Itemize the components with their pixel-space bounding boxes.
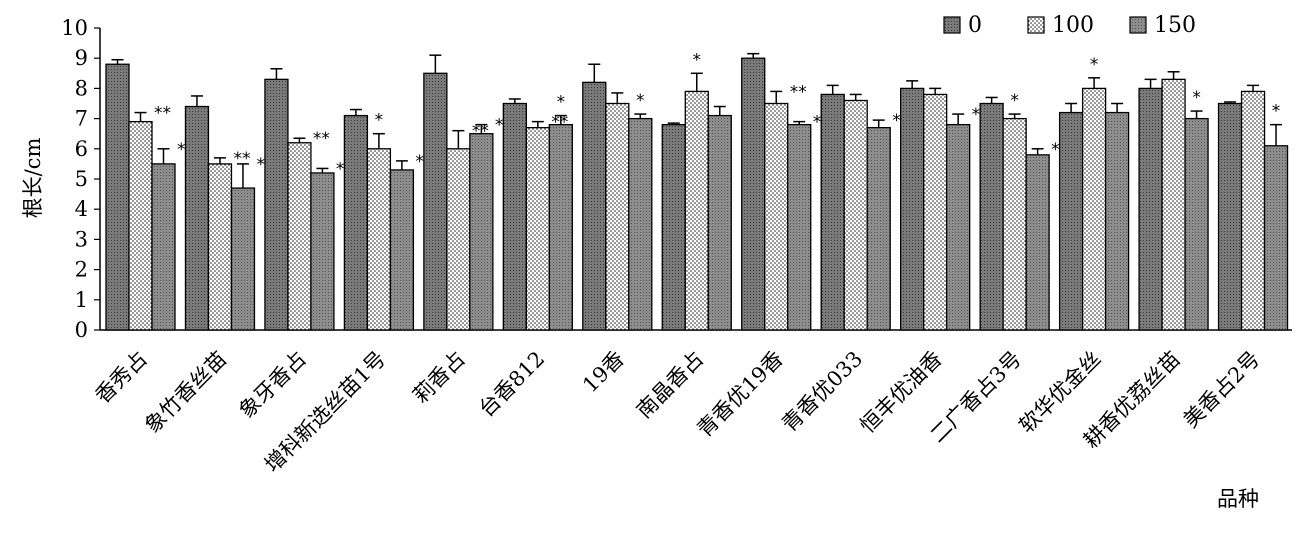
bar	[979, 102, 1004, 331]
x-tick-label: 台香812	[474, 347, 549, 422]
bar	[423, 72, 448, 331]
legend-label: 0	[968, 13, 982, 38]
legend-swatch	[1129, 16, 1147, 34]
bar	[207, 163, 233, 331]
y-tick-label: 1	[75, 288, 88, 312]
y-axis-label: 根长/cm	[21, 138, 45, 219]
x-tick-label: 香秀占	[91, 347, 153, 409]
bar	[105, 63, 130, 331]
y-tick-label: 9	[75, 46, 88, 70]
bar	[446, 148, 471, 331]
significance-label: *	[693, 50, 702, 70]
x-tick-label: 象牙香占	[235, 347, 311, 423]
bar	[900, 87, 925, 331]
plot-area: 012345678910****香秀占****象竹香丝苗****象牙香占***增…	[61, 16, 1292, 477]
bar	[469, 133, 494, 331]
bar	[1263, 145, 1289, 331]
bar	[1002, 117, 1027, 331]
bar	[1217, 102, 1243, 331]
legend-swatch	[1027, 16, 1045, 34]
bar	[582, 81, 607, 331]
x-tick-label: 青香优033	[777, 347, 867, 437]
bar	[1081, 87, 1107, 331]
bar	[661, 123, 686, 331]
significance-label: *	[375, 111, 384, 131]
significance-label: **	[313, 129, 330, 149]
y-tick-label: 8	[75, 76, 88, 100]
x-tick-label: 美香占2号	[1179, 347, 1265, 433]
legend-swatch	[943, 16, 961, 34]
bar	[366, 148, 392, 331]
bar	[287, 142, 312, 331]
bar	[151, 163, 176, 331]
bar	[787, 123, 812, 331]
bar	[310, 172, 335, 331]
legend-label: 100	[1052, 13, 1094, 38]
bar	[1025, 154, 1050, 331]
bar	[230, 187, 256, 331]
bar	[1240, 90, 1266, 331]
bar	[843, 99, 868, 331]
y-tick-label: 5	[75, 167, 88, 191]
y-tick-label: 6	[75, 137, 88, 161]
x-axis-label: 品种	[1217, 487, 1259, 511]
significance-label: *	[557, 93, 566, 113]
bar	[1161, 78, 1186, 331]
bar	[866, 127, 891, 331]
bar	[502, 102, 527, 331]
legend-label: 150	[1154, 13, 1196, 38]
significance-label: **	[154, 104, 171, 124]
bar	[128, 120, 153, 331]
bar	[605, 102, 630, 331]
bar	[264, 78, 289, 331]
significance-label: *	[1272, 102, 1281, 122]
y-tick-label: 7	[75, 107, 88, 131]
significance-label: *	[636, 91, 645, 111]
legend: 0 100 150	[943, 13, 1196, 38]
x-tick-label: 19香	[578, 347, 629, 398]
significance-label: *	[1090, 55, 1099, 75]
significance-label: *	[1192, 88, 1201, 108]
x-tick-label: 南晶香占	[632, 347, 708, 423]
bar	[1104, 111, 1130, 331]
x-tick-label: 象竹香丝苗	[140, 347, 231, 438]
bar	[628, 117, 653, 331]
bar	[820, 93, 845, 331]
x-tick-label: 莉香占	[408, 347, 470, 409]
x-tick-label: 青香优19香	[692, 347, 787, 442]
bar	[741, 57, 766, 331]
y-tick-label: 10	[61, 16, 88, 40]
bar	[184, 105, 210, 331]
bar	[1058, 111, 1084, 331]
y-tick-label: 0	[75, 318, 88, 342]
y-tick-label: 4	[75, 197, 88, 221]
y-tick-label: 2	[75, 258, 88, 282]
bar	[684, 90, 709, 331]
y-tick-label: 3	[75, 227, 88, 251]
bar	[389, 169, 415, 331]
bar	[707, 114, 732, 331]
bar	[923, 93, 948, 331]
significance-label: *	[1010, 91, 1019, 111]
bar	[946, 123, 971, 331]
significance-label: **	[790, 82, 807, 102]
bar	[343, 114, 369, 331]
bar	[1138, 87, 1163, 331]
bar	[764, 102, 789, 331]
significance-label: **	[233, 149, 250, 169]
bar	[525, 127, 550, 331]
bar	[1184, 117, 1209, 331]
bar	[548, 123, 573, 331]
